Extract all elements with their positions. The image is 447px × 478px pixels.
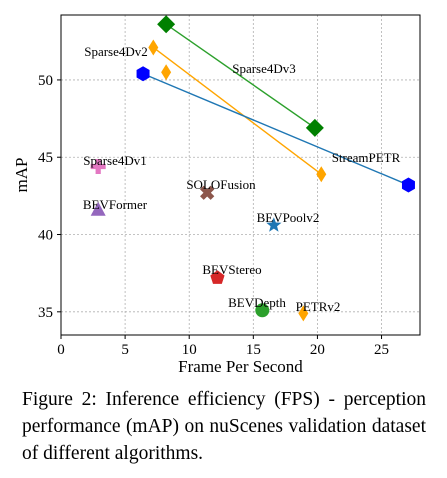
x-tick-label: 10 — [182, 342, 197, 358]
point-streampetr — [136, 66, 150, 82]
point-sparse4dv2 — [148, 39, 159, 56]
plot-frame — [60, 14, 421, 336]
plot-area — [61, 15, 420, 335]
y-tick-label: 45 — [38, 150, 53, 166]
label-petrv2: PETRv2 — [296, 299, 341, 314]
trend-line-sparse4dv2 — [152, 46, 322, 175]
point-sparse4dv2 — [161, 64, 172, 81]
label-sparse4dv1: Sparse4Dv1 — [83, 153, 147, 168]
label-solofusion: SOLOFusion — [186, 177, 256, 192]
x-tick-label: 15 — [246, 342, 261, 358]
point-solofusion-shape — [200, 185, 215, 200]
point-sparse4dv3 — [305, 118, 324, 137]
figure: Sparse4Dv2 Sparse4Dv3 StreamPETR Sparse4Dv1… — [12, 14, 421, 376]
y-axis-label: mAP — [12, 158, 31, 193]
x-axis-label: Frame Per Second — [178, 357, 303, 376]
scatter-chart: Sparse4Dv2 Sparse4Dv3 StreamPETR Sparse4Dv1… — [12, 14, 421, 376]
x-tick-label: 20 — [310, 342, 325, 358]
y-tick-label: 40 — [38, 228, 53, 244]
x-tick-label: 0 — [57, 342, 65, 358]
x-tick-label: 25 — [374, 342, 389, 358]
label-sparse4dv3: Sparse4Dv3 — [232, 61, 296, 76]
label-bevstereo: BEVStereo — [202, 262, 261, 277]
x-tick-label: 5 — [121, 342, 129, 358]
label-bevpoolv2: BEVPoolv2 — [257, 210, 320, 225]
point-petrv2 — [298, 305, 309, 322]
y-tick-label: 35 — [38, 305, 53, 321]
point-bevdepth — [255, 303, 270, 318]
label-bevdepth: BEVDepth — [228, 295, 286, 310]
label-streampetr: StreamPETR — [332, 150, 401, 165]
label-sparse4dv2: Sparse4Dv2 — [84, 44, 148, 59]
trend-line-streampetr — [142, 73, 409, 186]
y-tick-label: 50 — [38, 73, 53, 89]
label-bevformer: BEVFormer — [83, 197, 148, 212]
point-bevpoolv2 — [266, 217, 282, 232]
point-sparse4dv3 — [157, 15, 176, 34]
point-solofusion — [200, 185, 215, 200]
point-sparse4dv1 — [90, 158, 106, 174]
trend-line-sparse4dv3 — [165, 23, 316, 129]
point-bevstereo — [210, 270, 225, 284]
figure-caption: Figure 2: Inference efficiency (FPS) - p… — [22, 389, 426, 464]
point-bevformer — [90, 201, 106, 216]
point-sparse4dv2 — [316, 166, 327, 183]
point-streampetr — [401, 177, 415, 193]
